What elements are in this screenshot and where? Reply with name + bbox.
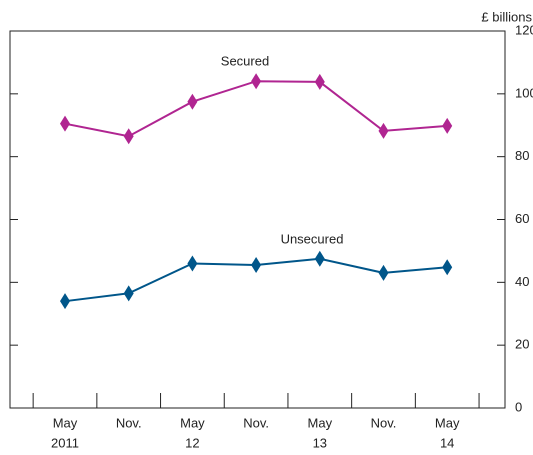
plot-frame — [9, 30, 506, 409]
marker — [442, 117, 453, 134]
marker — [378, 264, 389, 281]
y-tick-label: 120 — [515, 22, 533, 37]
marker — [378, 122, 389, 139]
marker — [251, 73, 262, 90]
x-tick-label: May — [308, 415, 333, 430]
x-tick-label: May — [435, 415, 460, 430]
x-year-label: 12 — [185, 435, 199, 450]
y-axis-label: £ billions — [481, 9, 532, 24]
marker — [442, 259, 453, 276]
series-label: Secured — [221, 53, 269, 68]
x-year-label: 2011 — [51, 435, 79, 450]
y-tick-label: 20 — [515, 337, 529, 352]
x-tick-label: Nov. — [371, 415, 397, 430]
marker — [251, 257, 262, 274]
y-tick-label: 60 — [515, 211, 529, 226]
marker — [123, 128, 134, 145]
x-tick-label: Nov. — [116, 415, 142, 430]
x-year-label: 14 — [440, 435, 454, 450]
marker — [187, 255, 198, 272]
marker — [187, 93, 198, 110]
marker — [314, 250, 325, 267]
y-tick-label: 80 — [515, 148, 529, 163]
x-tick-label: May — [180, 415, 205, 430]
x-tick-label: Nov. — [243, 415, 269, 430]
y-tick-label: 100 — [515, 85, 533, 100]
x-year-label: 13 — [313, 435, 327, 450]
marker — [314, 73, 325, 90]
y-tick-label: 40 — [515, 274, 529, 289]
series-label: Unsecured — [281, 231, 344, 246]
x-tick-label: May — [53, 415, 78, 430]
marker — [123, 285, 134, 302]
marker — [60, 115, 70, 132]
series-line — [64, 80, 448, 138]
y-tick-label: 0 — [515, 399, 522, 414]
marker — [60, 293, 70, 310]
